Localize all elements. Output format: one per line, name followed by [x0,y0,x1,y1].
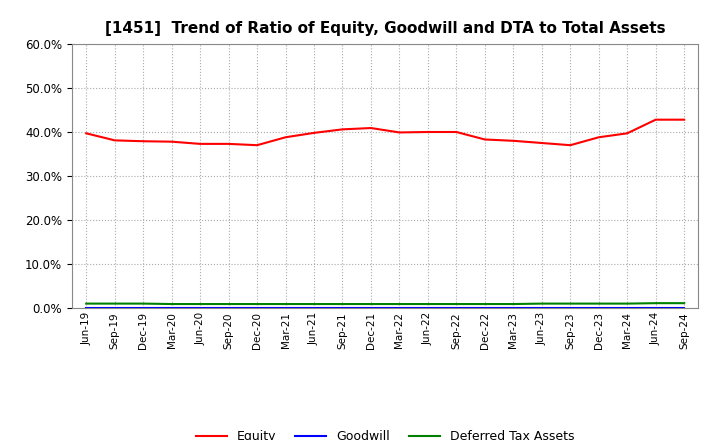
Equity [652,117,660,122]
Equity [680,117,688,122]
Equity [253,143,261,148]
Deferred Tax Assets [282,301,290,307]
Goodwill [480,305,489,310]
Deferred Tax Assets [652,301,660,306]
Deferred Tax Assets [395,301,404,307]
Goodwill [452,305,461,310]
Equity [537,140,546,146]
Goodwill [110,305,119,310]
Equity [338,127,347,132]
Goodwill [623,305,631,310]
Goodwill [366,305,375,310]
Goodwill [282,305,290,310]
Goodwill [167,305,176,310]
Equity [82,131,91,136]
Deferred Tax Assets [225,301,233,307]
Goodwill [139,305,148,310]
Line: Deferred Tax Assets: Deferred Tax Assets [86,303,684,304]
Goodwill [196,305,204,310]
Equity [623,131,631,136]
Equity [509,138,518,143]
Deferred Tax Assets [537,301,546,306]
Deferred Tax Assets [480,301,489,307]
Deferred Tax Assets [310,301,318,307]
Line: Equity: Equity [86,120,684,145]
Deferred Tax Assets [623,301,631,306]
Equity [167,139,176,144]
Goodwill [338,305,347,310]
Equity [110,138,119,143]
Deferred Tax Assets [110,301,119,306]
Deferred Tax Assets [595,301,603,306]
Goodwill [509,305,518,310]
Equity [310,130,318,136]
Deferred Tax Assets [680,301,688,306]
Equity [480,137,489,142]
Deferred Tax Assets [338,301,347,307]
Goodwill [537,305,546,310]
Goodwill [253,305,261,310]
Deferred Tax Assets [366,301,375,307]
Goodwill [566,305,575,310]
Equity [282,135,290,140]
Equity [595,135,603,140]
Legend: Equity, Goodwill, Deferred Tax Assets: Equity, Goodwill, Deferred Tax Assets [191,425,580,440]
Equity [423,129,432,135]
Goodwill [652,305,660,310]
Goodwill [395,305,404,310]
Deferred Tax Assets [452,301,461,307]
Goodwill [680,305,688,310]
Deferred Tax Assets [566,301,575,306]
Deferred Tax Assets [139,301,148,306]
Goodwill [82,305,91,310]
Goodwill [310,305,318,310]
Equity [225,141,233,147]
Equity [452,129,461,135]
Equity [196,141,204,147]
Goodwill [225,305,233,310]
Deferred Tax Assets [167,301,176,307]
Title: [1451]  Trend of Ratio of Equity, Goodwill and DTA to Total Assets: [1451] Trend of Ratio of Equity, Goodwil… [105,21,665,36]
Deferred Tax Assets [196,301,204,307]
Deferred Tax Assets [423,301,432,307]
Equity [566,143,575,148]
Equity [366,125,375,131]
Deferred Tax Assets [253,301,261,307]
Goodwill [423,305,432,310]
Equity [395,130,404,135]
Goodwill [595,305,603,310]
Deferred Tax Assets [82,301,91,306]
Deferred Tax Assets [509,301,518,307]
Equity [139,139,148,144]
